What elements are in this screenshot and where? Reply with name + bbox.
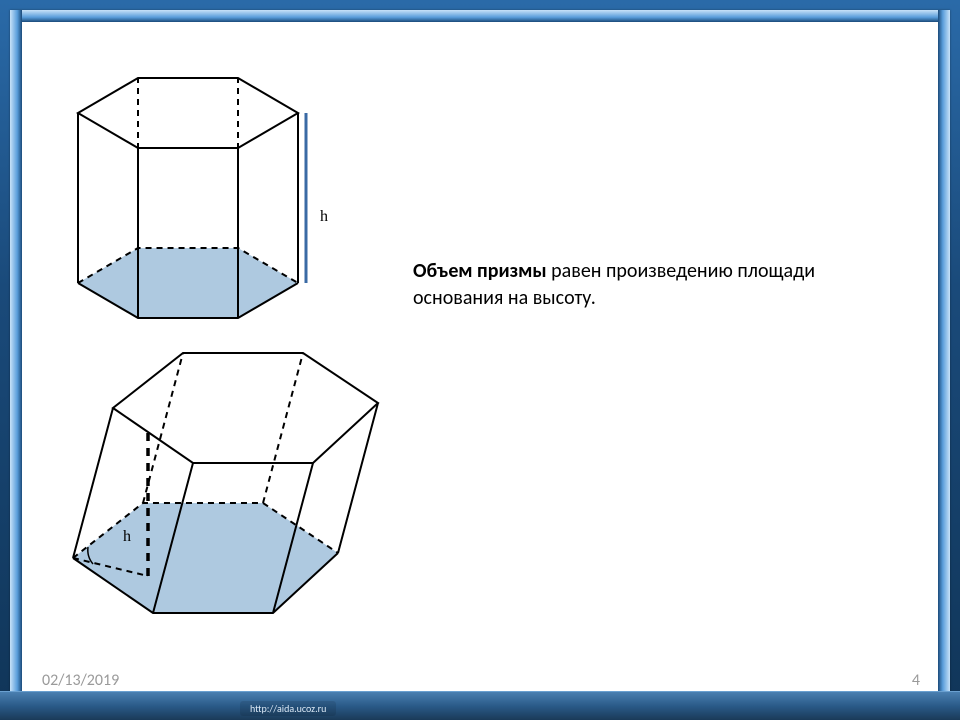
slide-border-top [10,10,950,22]
taskbar[interactable]: http://aida.ucoz.ru [0,691,960,720]
prism2-e-right [338,403,378,553]
figure-oblique-prism: h [38,338,388,638]
footer-page-number: 4 [912,671,920,690]
figure-right-prism: h [48,48,338,338]
prism1-h-label: h [320,208,328,226]
prism2-top [113,353,378,463]
theorem-text: Объем призмы равен произведению площади … [413,258,893,312]
theorem-bold: Объем призмы [413,259,547,283]
watermark-url: http://aida.ucoz.ru [240,701,336,716]
slide-border-left [10,10,22,710]
slide-border-right [938,10,950,710]
prism2-h-label: h [123,528,131,546]
footer-date: 02/13/2019 [42,671,119,690]
prism-oblique-svg [38,338,388,638]
prism-right-svg [48,48,338,338]
prism2-back-e2 [263,353,303,503]
slide-frame: h [10,10,950,710]
prism1-base-fill [78,248,298,318]
slide-content: h [28,28,932,670]
prism1-top [78,78,298,148]
